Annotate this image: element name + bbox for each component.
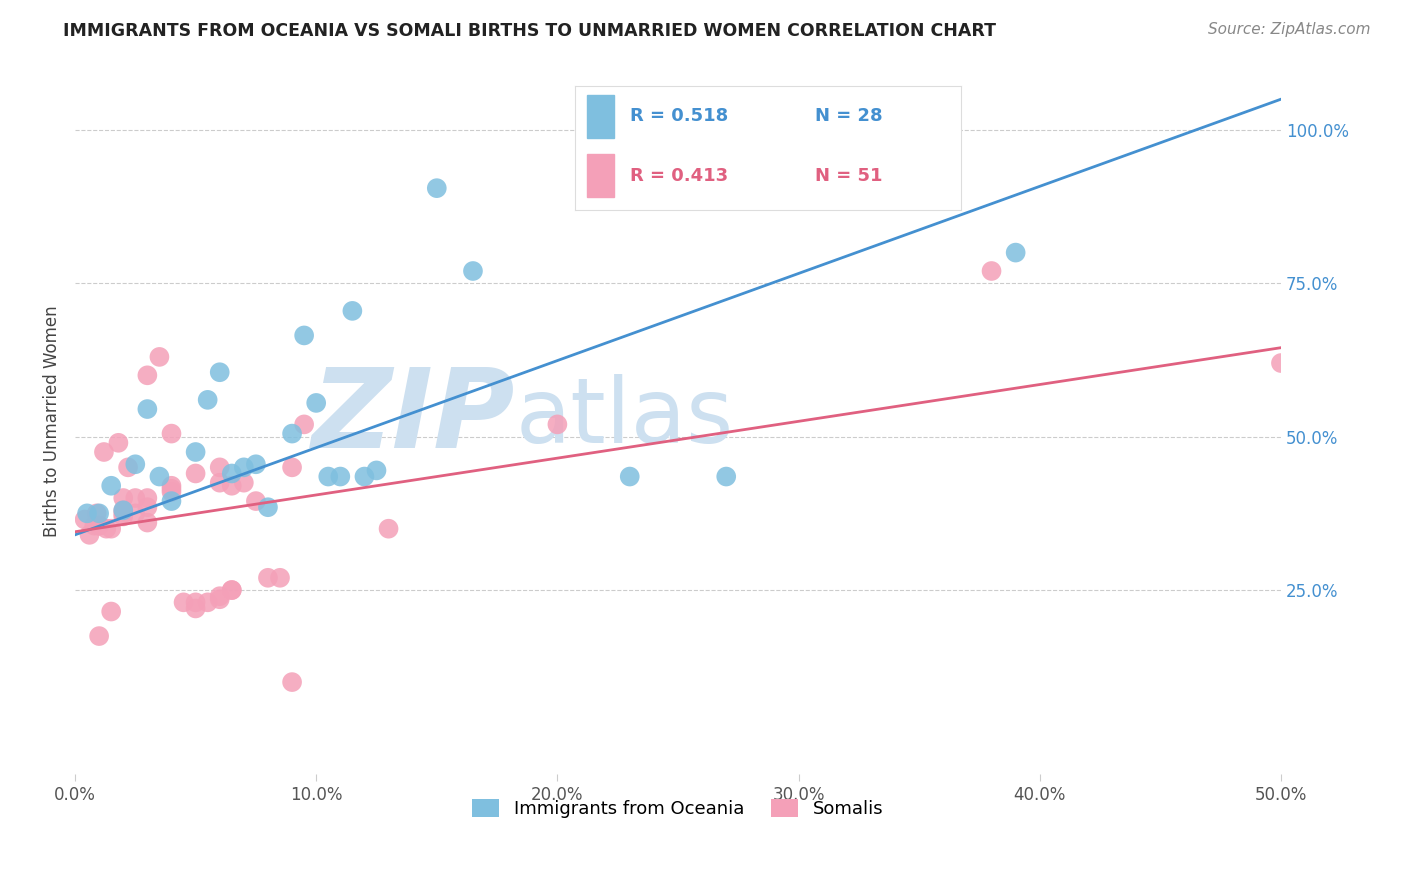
Point — [269, 571, 291, 585]
Point — [148, 350, 170, 364]
Point — [112, 491, 135, 505]
Point — [232, 475, 254, 490]
Point — [221, 582, 243, 597]
Point — [316, 469, 339, 483]
Point — [208, 592, 231, 607]
Point — [100, 479, 122, 493]
Point — [89, 507, 111, 521]
Point — [124, 457, 146, 471]
Point — [160, 482, 183, 496]
Point — [281, 426, 304, 441]
Point — [76, 507, 98, 521]
Point — [245, 457, 267, 471]
Point — [461, 264, 484, 278]
Point — [184, 445, 207, 459]
Point — [184, 467, 207, 481]
Point — [197, 595, 219, 609]
Y-axis label: Births to Unmarried Women: Births to Unmarried Women — [44, 306, 60, 537]
Text: IMMIGRANTS FROM OCEANIA VS SOMALI BIRTHS TO UNMARRIED WOMEN CORRELATION CHART: IMMIGRANTS FROM OCEANIA VS SOMALI BIRTHS… — [63, 22, 997, 40]
Point — [107, 435, 129, 450]
Text: Source: ZipAtlas.com: Source: ZipAtlas.com — [1208, 22, 1371, 37]
Point — [281, 675, 304, 690]
Point — [221, 582, 243, 597]
Point — [1004, 245, 1026, 260]
Point — [329, 469, 352, 483]
Point — [292, 328, 315, 343]
Point — [83, 518, 105, 533]
Point — [366, 463, 388, 477]
Point — [208, 460, 231, 475]
Point — [292, 417, 315, 432]
Point — [100, 605, 122, 619]
Point — [136, 500, 159, 515]
Point — [89, 629, 111, 643]
Point — [136, 368, 159, 383]
Point — [117, 460, 139, 475]
Point — [232, 460, 254, 475]
Point — [353, 469, 375, 483]
Point — [86, 507, 108, 521]
Point — [93, 445, 115, 459]
Point — [426, 181, 449, 195]
Point — [221, 479, 243, 493]
Point — [619, 469, 641, 483]
Text: ZIP: ZIP — [312, 364, 515, 471]
Point — [305, 396, 328, 410]
Point — [124, 507, 146, 521]
Text: atlas: atlas — [515, 374, 734, 462]
Point — [89, 518, 111, 533]
Point — [160, 426, 183, 441]
Point — [197, 392, 219, 407]
Point — [208, 589, 231, 603]
Point — [257, 571, 280, 585]
Point — [160, 484, 183, 499]
Point — [980, 264, 1002, 278]
Point — [73, 512, 96, 526]
Point — [173, 595, 195, 609]
Point — [160, 494, 183, 508]
Point — [112, 503, 135, 517]
Point — [112, 503, 135, 517]
Point — [160, 479, 183, 493]
Point — [1270, 356, 1292, 370]
Point — [281, 460, 304, 475]
Point — [136, 516, 159, 530]
Point — [221, 467, 243, 481]
Legend: Immigrants from Oceania, Somalis: Immigrants from Oceania, Somalis — [465, 791, 891, 825]
Point — [79, 528, 101, 542]
Point — [245, 494, 267, 508]
Point — [148, 469, 170, 483]
Point — [124, 491, 146, 505]
Point — [96, 522, 118, 536]
Point — [136, 402, 159, 417]
Point — [546, 417, 568, 432]
Point — [377, 522, 399, 536]
Point — [208, 365, 231, 379]
Point — [112, 507, 135, 521]
Point — [184, 595, 207, 609]
Point — [112, 509, 135, 524]
Point — [342, 304, 364, 318]
Point — [184, 601, 207, 615]
Point — [100, 522, 122, 536]
Point — [89, 518, 111, 533]
Point — [257, 500, 280, 515]
Point — [136, 491, 159, 505]
Point — [716, 469, 738, 483]
Point — [208, 475, 231, 490]
